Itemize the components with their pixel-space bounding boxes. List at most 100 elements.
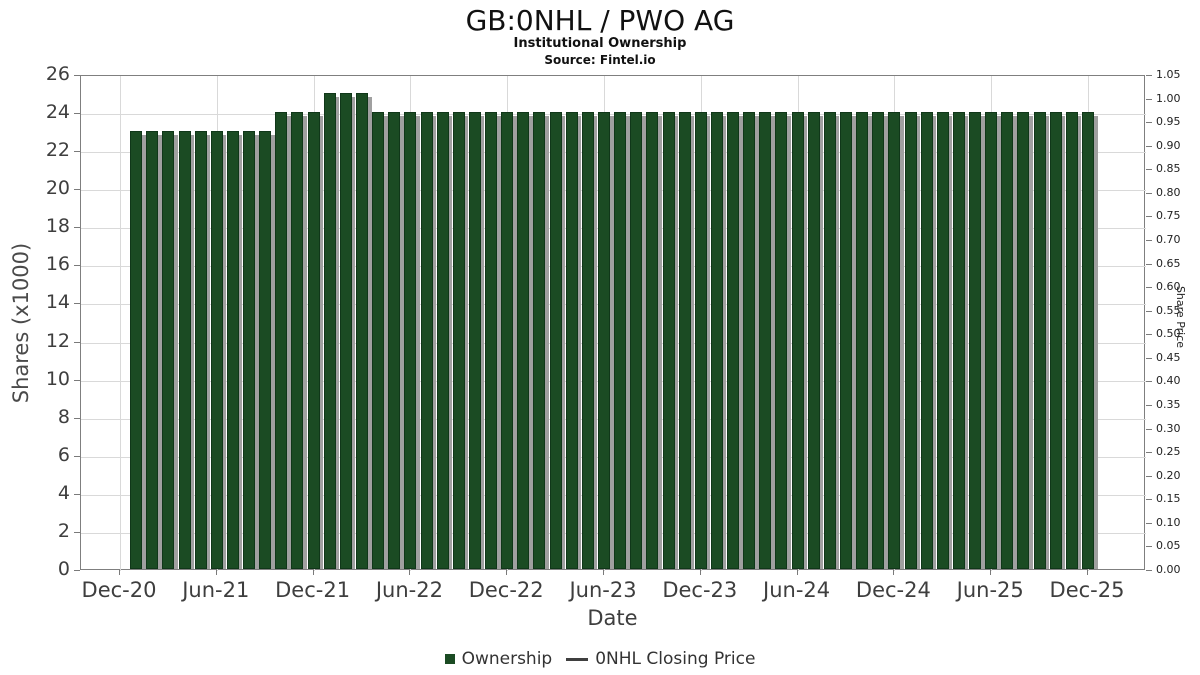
x-tick (699, 570, 701, 575)
bar-Jan-24[interactable] (710, 112, 723, 569)
bar-Apr-24[interactable] (759, 112, 772, 569)
price-tick (1146, 546, 1152, 548)
bar-Feb-25[interactable] (920, 112, 933, 569)
price-tick-label: 0.00 (1156, 563, 1181, 576)
bar-Mar-23[interactable] (549, 112, 562, 569)
bar-Sep-23[interactable] (646, 112, 659, 569)
price-tick-label: 0.05 (1156, 539, 1181, 553)
y-tick-label: 26 (45, 63, 70, 85)
bar-Nov-23[interactable] (678, 112, 691, 569)
bar-Feb-22[interactable] (339, 93, 352, 569)
bar-May-22[interactable] (388, 112, 401, 569)
bar-Feb-24[interactable] (727, 112, 740, 569)
legend-item-ownership[interactable]: Ownership (444, 649, 553, 669)
legend-item-closing-price[interactable]: 0NHL Closing Price (566, 649, 755, 669)
bar-Sep-21[interactable] (259, 131, 272, 569)
bar-Aug-25[interactable] (1017, 112, 1030, 569)
bar-Oct-21[interactable] (275, 112, 288, 569)
bar-Nov-21[interactable] (291, 112, 304, 569)
bar-Aug-22[interactable] (436, 112, 449, 569)
chart-subtitle: Institutional Ownership (513, 36, 687, 51)
bar-Mar-25[interactable] (936, 112, 949, 569)
y-tick (74, 417, 80, 419)
bar-Sep-22[interactable] (452, 112, 465, 569)
price-tick (1146, 475, 1152, 477)
bar-Jan-21[interactable] (130, 131, 143, 569)
bar-Jun-24[interactable] (791, 112, 804, 569)
price-tick (1146, 98, 1152, 100)
legend-label-closing-price: 0NHL Closing Price (595, 649, 756, 669)
bar-Aug-24[interactable] (823, 112, 836, 569)
bar-Oct-23[interactable] (662, 112, 675, 569)
bar-Dec-24[interactable] (888, 112, 901, 569)
legend-label-ownership: Ownership (461, 649, 553, 669)
bar-Feb-23[interactable] (533, 112, 546, 569)
bar-Dec-25[interactable] (1082, 112, 1094, 569)
bar-Jan-22[interactable] (323, 93, 336, 569)
x-tick (506, 570, 508, 575)
bar-Jun-21[interactable] (210, 131, 223, 569)
y-tick (74, 189, 80, 191)
chart-title: GB:0NHL / PWO AG (465, 4, 735, 37)
bar-Oct-24[interactable] (856, 112, 869, 569)
bar-Oct-22[interactable] (468, 112, 481, 569)
bar-Dec-21[interactable] (307, 112, 320, 569)
y-tick-label: 0 (57, 558, 70, 580)
price-tick (1146, 192, 1152, 194)
bar-Jan-23[interactable] (517, 112, 530, 569)
x-tick-label: Dec-24 (855, 578, 931, 602)
price-tick-label: 0.80 (1156, 185, 1181, 199)
bar-Oct-25[interactable] (1049, 112, 1062, 569)
h-gridline (81, 266, 1146, 268)
price-tick (1146, 122, 1152, 124)
bar-Mar-24[interactable] (743, 112, 756, 569)
bar-Apr-22[interactable] (372, 112, 385, 569)
bar-Jun-23[interactable] (598, 112, 610, 569)
price-tick (1146, 522, 1152, 524)
price-tick (1146, 310, 1152, 312)
bar-Mar-22[interactable] (356, 93, 368, 569)
h-gridline (81, 380, 1146, 382)
bar-May-25[interactable] (969, 112, 982, 569)
bar-Feb-21[interactable] (146, 131, 159, 569)
bar-Jan-25[interactable] (904, 112, 917, 569)
bar-May-23[interactable] (581, 112, 594, 569)
legend: Ownership 0NHL Closing Price (0, 644, 1200, 674)
y-tick-label: 2 (57, 519, 70, 542)
bar-Nov-22[interactable] (485, 112, 498, 569)
bar-May-21[interactable] (194, 131, 207, 569)
plot-area (80, 75, 1146, 571)
bar-Dec-22[interactable] (501, 112, 514, 569)
y-tick-label: 18 (45, 215, 70, 238)
y-tick (74, 75, 80, 76)
price-tick-label: 0.35 (1156, 398, 1181, 411)
bar-Sep-25[interactable] (1033, 112, 1046, 569)
bar-Jul-21[interactable] (226, 131, 239, 569)
x-tick (409, 570, 411, 575)
bar-Aug-23[interactable] (630, 112, 643, 569)
y-tick (74, 455, 80, 457)
x-axis-title: Date (587, 606, 638, 630)
bar-Jul-24[interactable] (807, 112, 820, 569)
bar-Jul-25[interactable] (1001, 112, 1014, 569)
price-tick-label: 0.25 (1156, 445, 1181, 459)
bar-Jun-25[interactable] (985, 112, 998, 569)
bar-Aug-21[interactable] (243, 131, 256, 569)
bar-Sep-24[interactable] (840, 112, 852, 569)
bar-Apr-23[interactable] (565, 112, 578, 569)
price-tick (1146, 405, 1152, 406)
bar-Apr-25[interactable] (952, 112, 965, 569)
bar-Mar-21[interactable] (162, 131, 175, 569)
bar-Dec-23[interactable] (694, 112, 707, 569)
x-tick-label: Jun-23 (569, 578, 637, 602)
bar-Apr-21[interactable] (178, 131, 191, 569)
price-tick (1146, 570, 1152, 571)
bar-Nov-25[interactable] (1065, 112, 1078, 569)
v-gridline (120, 76, 121, 571)
bar-Jun-22[interactable] (404, 112, 417, 569)
bar-Jul-22[interactable] (420, 112, 433, 569)
bar-May-24[interactable] (775, 112, 788, 569)
bar-Nov-24[interactable] (872, 112, 885, 569)
bar-Jul-23[interactable] (614, 112, 627, 569)
